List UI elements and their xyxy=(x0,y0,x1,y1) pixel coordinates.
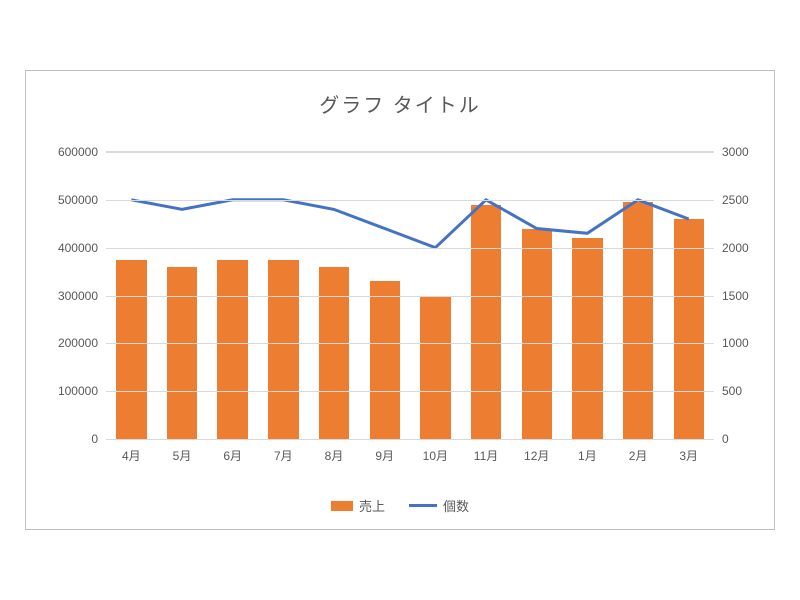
y-left-tick-label: 100000 xyxy=(58,384,106,398)
y-left-tick-label: 500000 xyxy=(58,193,106,207)
x-tick-label: 1月 xyxy=(578,439,597,464)
y-left-tick-label: 300000 xyxy=(58,289,106,303)
bar-swatch-icon xyxy=(331,501,353,511)
legend-item-bar: 売上 xyxy=(331,496,385,515)
y-left-tick-label: 600000 xyxy=(58,145,106,159)
x-tick-label: 9月 xyxy=(375,439,394,464)
x-tick-label: 6月 xyxy=(223,439,242,464)
y-right-tick-label: 1500 xyxy=(714,289,749,303)
gridline xyxy=(106,343,714,344)
legend-label-line: 個数 xyxy=(443,496,469,515)
gridline xyxy=(106,200,714,201)
legend-item-line: 個数 xyxy=(409,496,469,515)
x-tick-label: 12月 xyxy=(524,439,549,464)
gridline xyxy=(106,152,714,153)
x-tick-label: 4月 xyxy=(122,439,141,464)
line-swatch-icon xyxy=(409,504,437,507)
x-tick-label: 5月 xyxy=(173,439,192,464)
x-tick-label: 2月 xyxy=(629,439,648,464)
x-tick-label: 11月 xyxy=(474,439,498,464)
gridline xyxy=(106,439,714,440)
legend-label-bar: 売上 xyxy=(359,496,385,515)
plot-area: 4月5月6月7月8月9月10月11月12月1月2月3月 010000020000… xyxy=(106,151,714,439)
y-right-tick-label: 500 xyxy=(714,384,742,398)
chart-title: グラフ タイトル xyxy=(26,71,774,118)
x-tick-label: 10月 xyxy=(423,439,448,464)
line-series xyxy=(131,200,688,248)
x-tick-label: 7月 xyxy=(274,439,293,464)
x-tick-label: 8月 xyxy=(325,439,344,464)
y-right-tick-label: 2500 xyxy=(714,193,749,207)
y-right-tick-label: 0 xyxy=(714,432,729,446)
page: グラフ タイトル 4月5月6月7月8月9月10月11月12月1月2月3月 010… xyxy=(0,0,800,600)
y-right-tick-label: 3000 xyxy=(714,145,749,159)
gridline xyxy=(106,296,714,297)
y-right-tick-label: 2000 xyxy=(714,241,749,255)
y-right-tick-label: 1000 xyxy=(714,336,749,350)
gridline xyxy=(106,391,714,392)
legend: 売上 個数 xyxy=(26,496,774,515)
y-left-tick-label: 400000 xyxy=(58,241,106,255)
y-left-tick-label: 0 xyxy=(91,432,106,446)
chart-frame: グラフ タイトル 4月5月6月7月8月9月10月11月12月1月2月3月 010… xyxy=(25,70,775,530)
gridline xyxy=(106,248,714,249)
x-tick-label: 3月 xyxy=(679,439,698,464)
y-left-tick-label: 200000 xyxy=(58,336,106,350)
